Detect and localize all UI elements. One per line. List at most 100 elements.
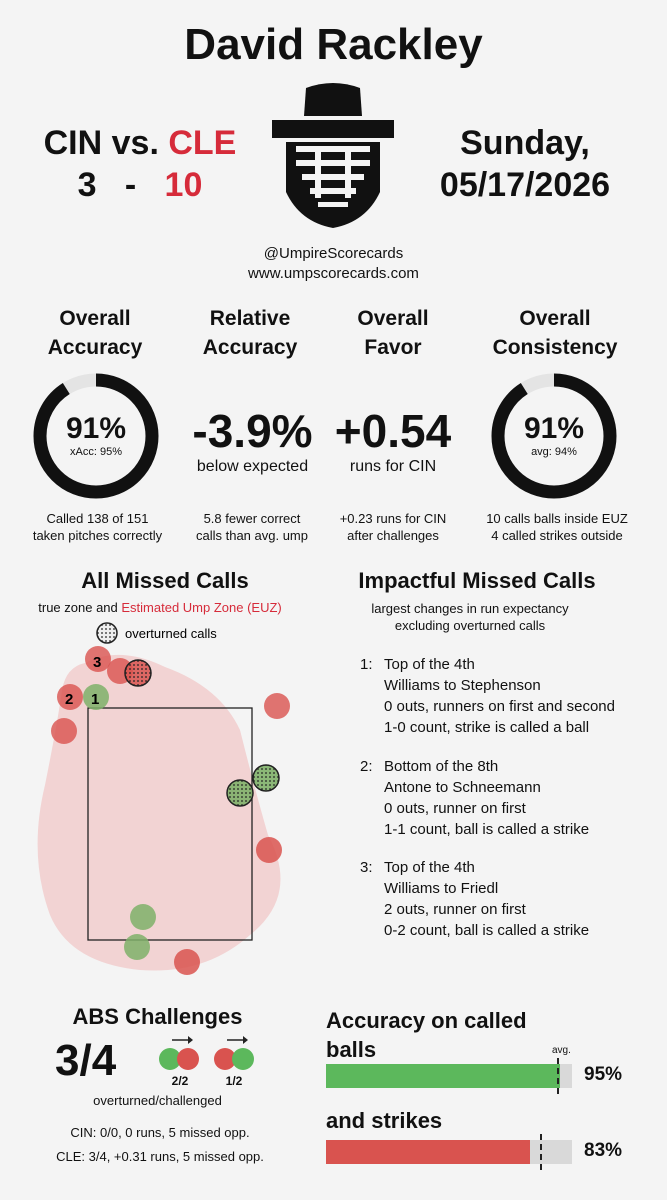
missed-call-point: [57, 684, 83, 710]
consistency-value: 91%: [523, 412, 585, 445]
called-accuracy-title-line2: balls: [326, 1037, 377, 1062]
game-date: Sunday, 05/17/2026: [405, 122, 645, 206]
home-score: 10: [164, 166, 203, 204]
relative-sub: below expected: [196, 458, 309, 475]
relative-desc: 5.8 fewer correct calls than avg. ump: [172, 510, 332, 544]
relative-heading-line2: Accuracy: [202, 336, 298, 359]
impactful-item-call: 1-0 count, strike is called a ball: [384, 719, 590, 736]
impactful-item-index: 1:: [360, 656, 373, 673]
date-value: 05/17/2026: [439, 166, 611, 204]
umpire-mask-icon: [272, 83, 394, 228]
balls-accuracy-value: 95%: [584, 1064, 623, 1085]
abs-title: ABS Challenges: [72, 1004, 243, 1029]
accuracy-heading-line1: Overall: [59, 307, 131, 330]
favor-desc-line2: after challenges: [347, 528, 439, 543]
accuracy-value: 91%: [65, 412, 127, 445]
favor-desc-line1: +0.23 runs for CIN: [339, 511, 447, 526]
overturned-point-dots: [226, 779, 254, 807]
impactful-item-matchup: Williams to Friedl: [384, 880, 499, 897]
overturned-legend-label: overturned calls: [125, 626, 217, 641]
strike-circle-icon: [232, 1048, 254, 1070]
credits: @UmpireScorecards www.umpscorecards.com: [0, 244, 667, 284]
strikes-accuracy-value: 83%: [584, 1140, 623, 1161]
consistency-ring: [491, 373, 617, 499]
consistency-value-block: 91% avg: 94%: [490, 412, 618, 458]
relative-value: -3.9%: [192, 405, 313, 457]
abs-cle-line: CLE: 3/4, +0.31 runs, 5 missed opp.: [56, 1149, 264, 1164]
impactful-label-2: 2: [65, 691, 73, 708]
missed-calls-title: All Missed Calls: [81, 568, 249, 593]
consistency-desc-line2: 4 called strikes outside: [491, 528, 623, 543]
missed-calls-subtitle: true zone and Estimated Ump Zone (EUZ): [10, 600, 310, 615]
overturned-point-dots: [252, 764, 280, 792]
consistency-desc: 10 calls balls inside EUZ 4 called strik…: [462, 510, 652, 544]
consistency-heading-line2: Consistency: [492, 336, 618, 359]
relative-desc-line1: 5.8 fewer correct: [203, 511, 301, 526]
strike-circle-icon: [159, 1048, 181, 1070]
website-link: www.umpscorecards.com: [248, 265, 419, 282]
missed-call-point: [130, 904, 156, 930]
missed-calls-subtitle-a: true zone and: [38, 600, 122, 615]
consistency-heading-line1: Overall: [519, 307, 591, 330]
matchup: CIN vs. CLE 3 - 10: [30, 122, 250, 206]
ball-circle-icon: [177, 1048, 199, 1070]
impactful-item-matchup: Williams to Stephenson: [384, 677, 541, 694]
missed-calls-subtitle-b: Estimated Ump Zone (EUZ): [121, 600, 282, 615]
missed-call-point: [51, 718, 77, 744]
accuracy-heading: Overall Accuracy: [20, 304, 170, 362]
true-strike-zone: [87, 707, 253, 941]
missed-call-point: [256, 837, 282, 863]
accuracy-desc: Called 138 of 151 taken pitches correctl…: [10, 510, 185, 544]
consistency-heading: Overall Consistency: [470, 304, 640, 362]
impactful-item-inning: Top of the 4th: [384, 859, 475, 876]
strikes-avg-marker: [540, 1134, 543, 1170]
impactful-item-call: 1-1 count, ball is called a strike: [384, 821, 590, 838]
missed-call-point: [124, 934, 150, 960]
missed-call-point: [264, 693, 290, 719]
euz-region: [37, 654, 281, 971]
strikes-title: and strikes: [326, 1108, 443, 1133]
favor-value: +0.54: [334, 405, 452, 457]
impactful-subtitle-line2: excluding overturned calls: [394, 618, 546, 633]
score-dash: -: [124, 166, 137, 204]
impactful-title: Impactful Missed Calls: [358, 568, 596, 593]
missed-calls-plot: overturned calls 3 2 1: [37, 622, 290, 975]
relative-heading-line1: Relative: [209, 307, 291, 330]
accuracy-heading-line2: Accuracy: [47, 336, 143, 359]
impactful-item-inning: Top of the 4th: [384, 656, 475, 673]
vs-label: vs.: [111, 124, 159, 162]
accuracy-value-block: 91% xAcc: 95%: [32, 412, 160, 458]
relative-desc-line2: calls than avg. ump: [195, 528, 308, 543]
avg-label: avg.: [552, 1045, 571, 1056]
abs-challenge-icons: [159, 1036, 254, 1070]
accuracy-ring: [33, 373, 159, 499]
arrow-right-icon-head: [188, 1036, 193, 1044]
impactful-item-inning: Bottom of the 8th: [384, 758, 499, 775]
impactful-label-3: 3: [93, 654, 101, 671]
twitter-handle: @UmpireScorecards: [263, 245, 404, 262]
away-team: CIN: [43, 124, 103, 162]
impactful-item-index: 2:: [360, 758, 373, 775]
abs-caption: overturned/challenged: [93, 1093, 222, 1108]
impactful-item-index: 3:: [360, 859, 373, 876]
missed-call-point: [85, 646, 111, 672]
abs-cin-line: CIN: 0/0, 0 runs, 5 missed opp.: [70, 1125, 250, 1140]
favor-heading-line2: Favor: [364, 336, 422, 359]
impactful-item-situation: 0 outs, runners on first and second: [384, 698, 615, 715]
away-score: 3: [77, 166, 97, 204]
relative-heading: Relative Accuracy: [175, 304, 325, 362]
consistency-avg: avg: 94%: [531, 446, 577, 458]
ball-circle-icon: [214, 1048, 236, 1070]
umpire-name: David Rackley: [184, 20, 483, 69]
date-weekday: Sunday,: [460, 124, 590, 162]
abs-score: 3/4: [55, 1036, 117, 1085]
balls-avg-marker: [557, 1058, 560, 1094]
called-accuracy-title: Accuracy on called balls: [326, 1006, 527, 1064]
consistency-desc-line1: 10 calls balls inside EUZ: [486, 511, 628, 526]
abs-right-ratio: 1/2: [225, 1074, 243, 1088]
favor-heading: Overall Favor: [318, 304, 468, 362]
impactful-subtitle-line1: largest changes in run expectancy: [371, 601, 569, 616]
impactful-item-situation: 2 outs, runner on first: [384, 901, 526, 918]
abs-left-ratio: 2/2: [171, 1074, 189, 1088]
balls-bar-fill: [326, 1064, 560, 1088]
